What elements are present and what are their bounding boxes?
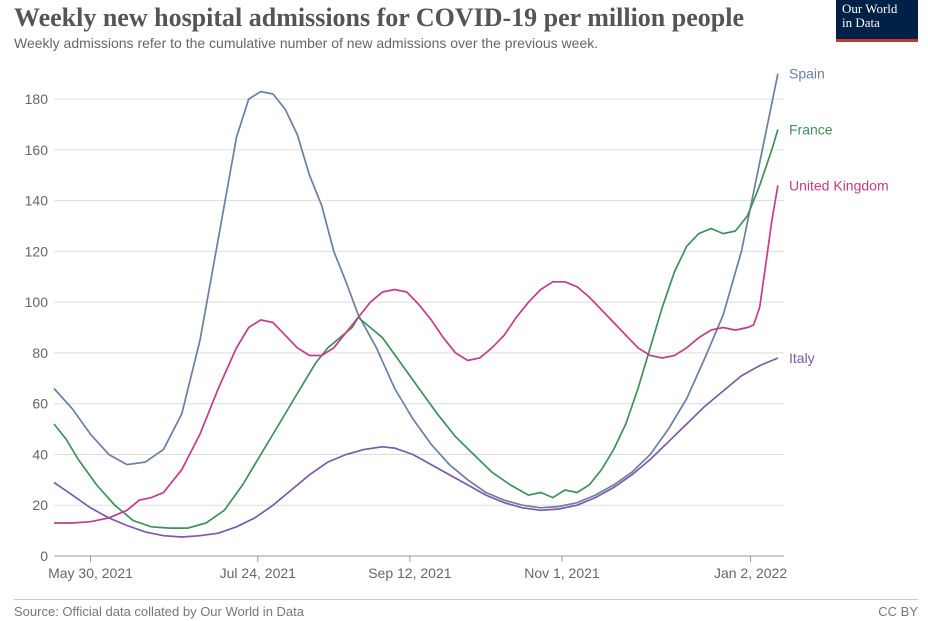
y-tick-label: 120 <box>25 243 49 259</box>
y-tick-label: 160 <box>25 142 49 158</box>
x-tick-label: Sep 12, 2021 <box>368 565 452 581</box>
y-tick-label: 60 <box>32 396 48 412</box>
series-france <box>54 130 778 529</box>
line-chart: 0 20 40 60 80 100 120 140 160 180 May 30, 2021 Jul … <box>14 56 914 586</box>
x-tick-label: May 30, 2021 <box>48 565 133 581</box>
y-tick-label: 80 <box>32 345 48 361</box>
chart-subtitle: Weekly admissions refer to the cumulativ… <box>14 35 834 51</box>
chart-header: Weekly new hospital admissions for COVID… <box>14 0 834 51</box>
chart-area: 0 20 40 60 80 100 120 140 160 180 May 30, 2021 Jul … <box>14 56 914 586</box>
series-united-kingdom <box>54 185 778 523</box>
owid-logo: Our World in Data <box>836 0 918 42</box>
series-label-united-kingdom: United Kingdom <box>789 177 889 193</box>
series-label-italy: Italy <box>789 350 815 366</box>
y-tick-label: 40 <box>32 446 48 462</box>
series-spain <box>54 74 778 508</box>
x-tick-label: Jan 2, 2022 <box>714 565 787 581</box>
y-tick-label: 20 <box>32 497 48 513</box>
y-tick-label: 180 <box>25 91 49 107</box>
y-tick-label: 0 <box>40 548 48 564</box>
source-text: Source: Official data collated by Our Wo… <box>14 604 304 619</box>
series-label-france: France <box>789 122 833 138</box>
y-tick-label: 140 <box>25 193 49 209</box>
y-tick-label: 100 <box>25 294 49 310</box>
license-text: CC BY <box>878 604 918 619</box>
x-tick-label: Nov 1, 2021 <box>524 565 600 581</box>
logo-line-2: in Data <box>842 15 880 30</box>
x-tick-label: Jul 24, 2021 <box>220 565 296 581</box>
chart-footer: Source: Official data collated by Our Wo… <box>14 599 918 619</box>
chart-title: Weekly new hospital admissions for COVID… <box>14 0 834 33</box>
series-label-spain: Spain <box>789 66 825 82</box>
